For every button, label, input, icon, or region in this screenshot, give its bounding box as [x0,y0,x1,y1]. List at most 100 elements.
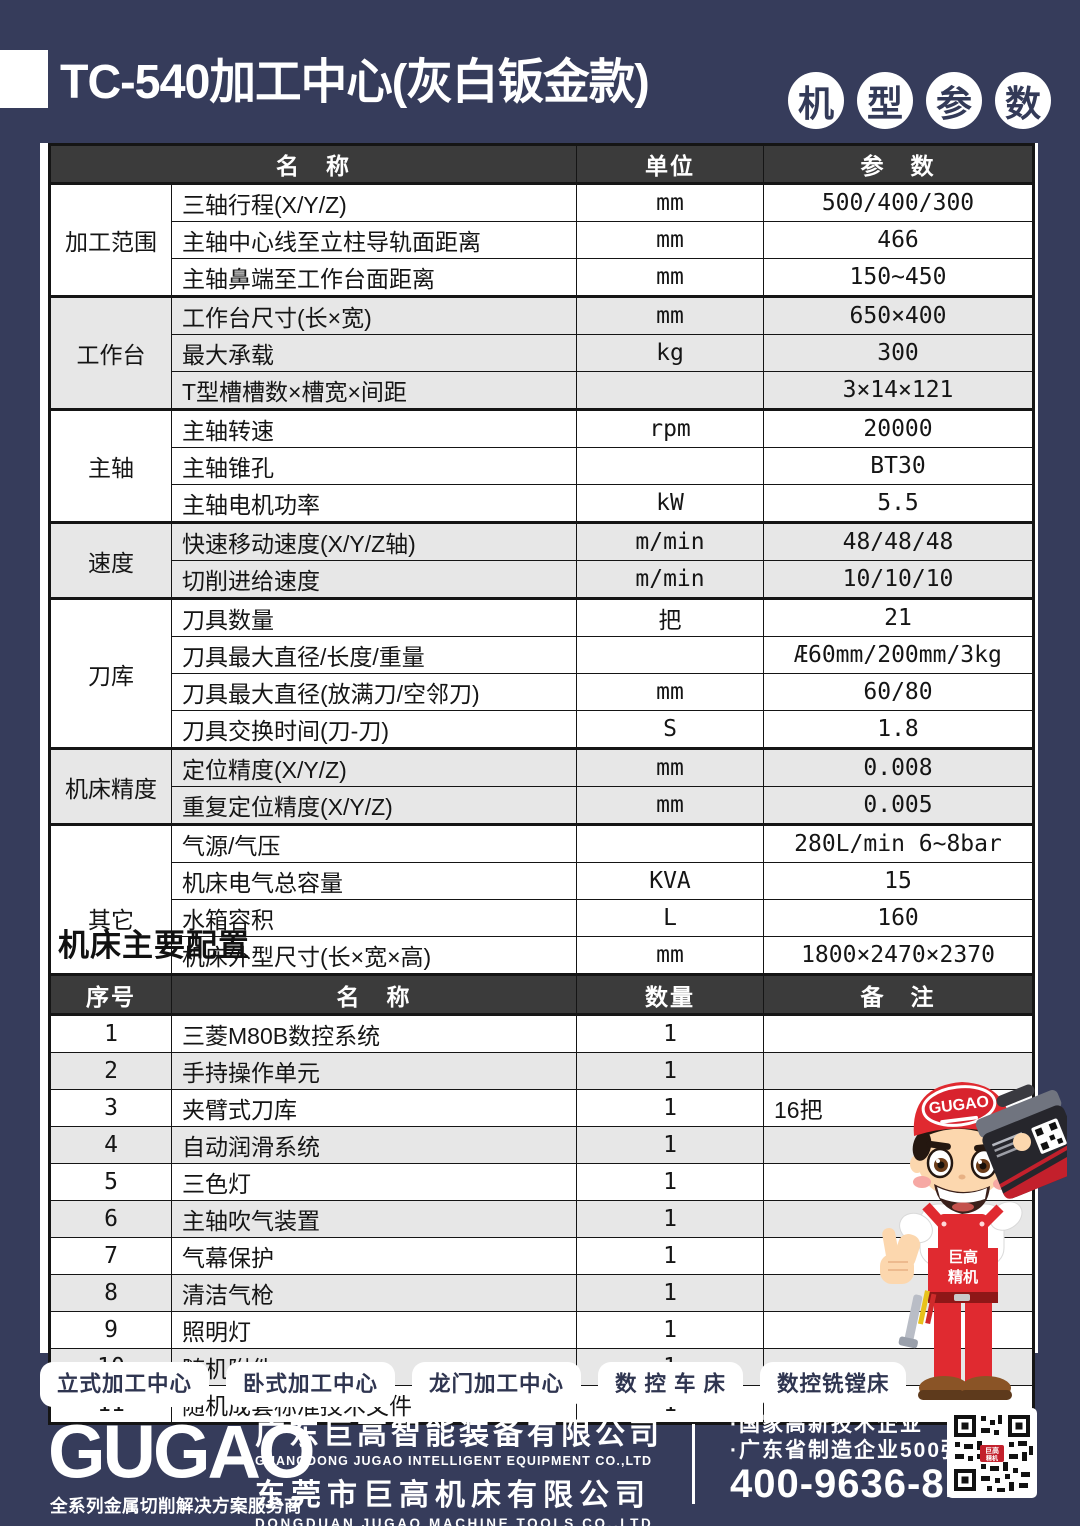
spec-table: 名 称 单位 参 数 加工范围 三轴行程(X/Y/Z) mm 500/400/300 主… [48,143,1035,1013]
spec-unit-cell: kW [576,484,764,523]
spec-row: 刀具最大直径(放满刀/空邻刀) mm 60/80 [50,673,1034,711]
spec-name-cell: 气源/气压 [171,823,577,863]
config-qty-cell: 1 [576,1052,764,1090]
mascot-chest-label-2: 精机 [948,1268,978,1286]
spec-group-label: 机床精度 [49,747,172,825]
company-name-cn-2: 东莞市巨高机床有限公司 [255,1479,651,1512]
spec-name-cell: T型槽槽数×槽宽×间距 [171,371,577,410]
company-name-en-2: DONGDUAN JUGAO MACHINE TOOLS CO.,LTD [255,1516,654,1526]
qr-center-label-2: 精机 [986,1455,998,1463]
config-qty-cell: 1 [576,1163,764,1201]
config-index-cell: 8 [49,1274,172,1312]
spec-name-cell: 最大承载 [171,334,577,372]
spec-unit-cell: mm [576,936,764,974]
spec-value-cell: 150~450 [763,258,1034,297]
spec-unit-cell: rpm [576,408,764,448]
spec-unit-cell: mm [576,182,764,222]
company-name-cn-1: 广东巨高智能装备有限公司 [255,1418,663,1451]
config-index-cell: 6 [49,1200,172,1238]
spec-value-cell: Æ60mm/200mm/3kg [763,636,1034,674]
footer-tagline: 全系列金属切削解决方案服务商 [50,1496,302,1516]
tag-cnc-lathe: 数 控 车 床 [598,1362,743,1407]
spec-row: 其它 气源/气压 280L/min 6~8bar [49,823,1034,1012]
config-row: 2 手持操作单元 1 [49,1052,1034,1090]
footer-divider [692,1424,695,1504]
spec-value-cell: 500/400/300 [763,182,1034,222]
spec-row: 刀库 刀具数量把 21 [49,597,1034,749]
mascot-legs [918,1292,1012,1400]
spec-unit-cell: S [576,710,764,749]
spec-value-cell: BT30 [763,447,1034,485]
phone-number: 400-9636-818 [730,1462,992,1506]
mascot-tools [898,1290,937,1349]
mascot-torso: 巨高 精机 [899,1201,1023,1303]
spec-unit-cell: L [576,899,764,937]
spec-value-cell: 0.008 [763,747,1034,787]
config-name-cell: 气幕保护 [171,1237,577,1275]
mascot: 巨高 精机 [880,1082,1067,1400]
tag-horizontal-machining-center: 卧式加工中心 [226,1362,396,1407]
spec-value-cell: 15 [763,862,1034,900]
qr-code: 巨高 精机 [947,1408,1037,1498]
mascot-thumb-up-arm [880,1227,921,1284]
spec-value-cell: 5.5 [763,484,1034,523]
spec-value-cell: 48/48/48 [763,521,1034,561]
config-name-cell: 主轴吹气装置 [171,1200,577,1238]
spec-name-cell: 切削进给速度 [171,560,577,599]
spec-name-cell: 主轴中心线至立柱导轨面距离 [171,221,577,259]
config-table-header: 序号 名 称 数量 备 注 [49,974,1034,1016]
config-name-cell: 三菱M80B数控系统 [171,1014,577,1053]
device-qr-code [1031,1118,1067,1154]
spec-name-cell: 机床外型尺寸(长×宽×高) [171,936,577,974]
config-header-qty: 数量 [576,974,764,1016]
config-index-cell: 1 [49,1014,172,1053]
config-name-cell: 手持操作单元 [171,1052,577,1090]
gugao-logo: GUGAO [48,1409,316,1494]
mascot-gripping-hand [1013,1133,1031,1151]
spec-value-cell: 280L/min 6~8bar [763,823,1034,863]
spec-unit-cell: mm [576,221,764,259]
certifications: ·国家高新技术企业 ·广东省制造企业500强 [730,1412,964,1464]
spec-unit-cell [576,636,764,674]
spec-name-cell: 刀具交换时间(刀-刀) [171,710,577,749]
spec-group-label: 工作台 [49,295,172,410]
spec-row: 切削进给速度 m/min 10/10/10 [50,560,1034,599]
spec-name-cell: 定位精度(X/Y/Z) [171,747,577,787]
spec-value-cell: 0.005 [763,786,1034,825]
spec-value-cell: 300 [763,334,1034,372]
spec-unit-cell: mm [576,258,764,297]
spec-header-value: 参 数 [763,144,1034,185]
spec-row: 主轴鼻端至工作台面距离 mm 150~450 [50,258,1034,297]
spec-row: 机床外型尺寸(长×宽×高) mm 1800×2470×2370 [50,936,1034,974]
config-section-title: 机床主要配置 [58,928,250,963]
mascot-device [975,1084,1067,1199]
tag-gantry-machining-center: 龙门加工中心 [412,1362,582,1407]
spec-name-cell: 三轴行程(X/Y/Z) [171,182,577,222]
spec-row: T型槽槽数×槽宽×间距 3×14×121 [50,371,1034,410]
spec-name-cell: 工作台尺寸(长×宽) [171,295,577,335]
spec-value-cell: 20000 [763,408,1034,448]
config-qty-cell: 1 [576,1089,764,1127]
spec-unit-cell: mm [576,673,764,711]
config-header-index: 序号 [49,974,172,1016]
spec-row: 机床电气总容量 KVA 15 [50,862,1034,900]
spec-name-cell: 主轴电机功率 [171,484,577,523]
spec-row: 刀具最大直径/长度/重量 Æ60mm/200mm/3kg [50,636,1034,674]
config-index-cell: 9 [49,1311,172,1349]
spec-row: 主轴中心线至立柱导轨面距离 mm 466 [50,221,1034,259]
spec-row: 最大承载 kg 300 [50,334,1034,372]
spec-name-cell: 快速移动速度(X/Y/Z轴) [171,521,577,561]
spec-unit-cell: m/min [576,521,764,561]
spec-header-name: 名 称 [49,144,577,185]
config-qty-cell: 1 [576,1200,764,1238]
spec-value-cell: 1800×2470×2370 [763,936,1034,974]
spec-group-label: 主轴 [49,408,172,523]
spec-group-label: 速度 [49,521,172,599]
config-row: 7 气幕保护 1 [49,1237,1034,1275]
spec-table-header: 名 称 单位 参 数 [49,144,1034,185]
cert-line-2: ·广东省制造企业500强 [730,1439,965,1462]
config-index-cell: 4 [49,1126,172,1164]
tag-vertical-machining-center: 立式加工中心 [40,1362,210,1407]
category-tags: 立式加工中心 卧式加工中心 龙门加工中心 数 控 车 床 数控铣镗床 [40,1362,907,1407]
spec-value-cell: 10/10/10 [763,560,1034,599]
